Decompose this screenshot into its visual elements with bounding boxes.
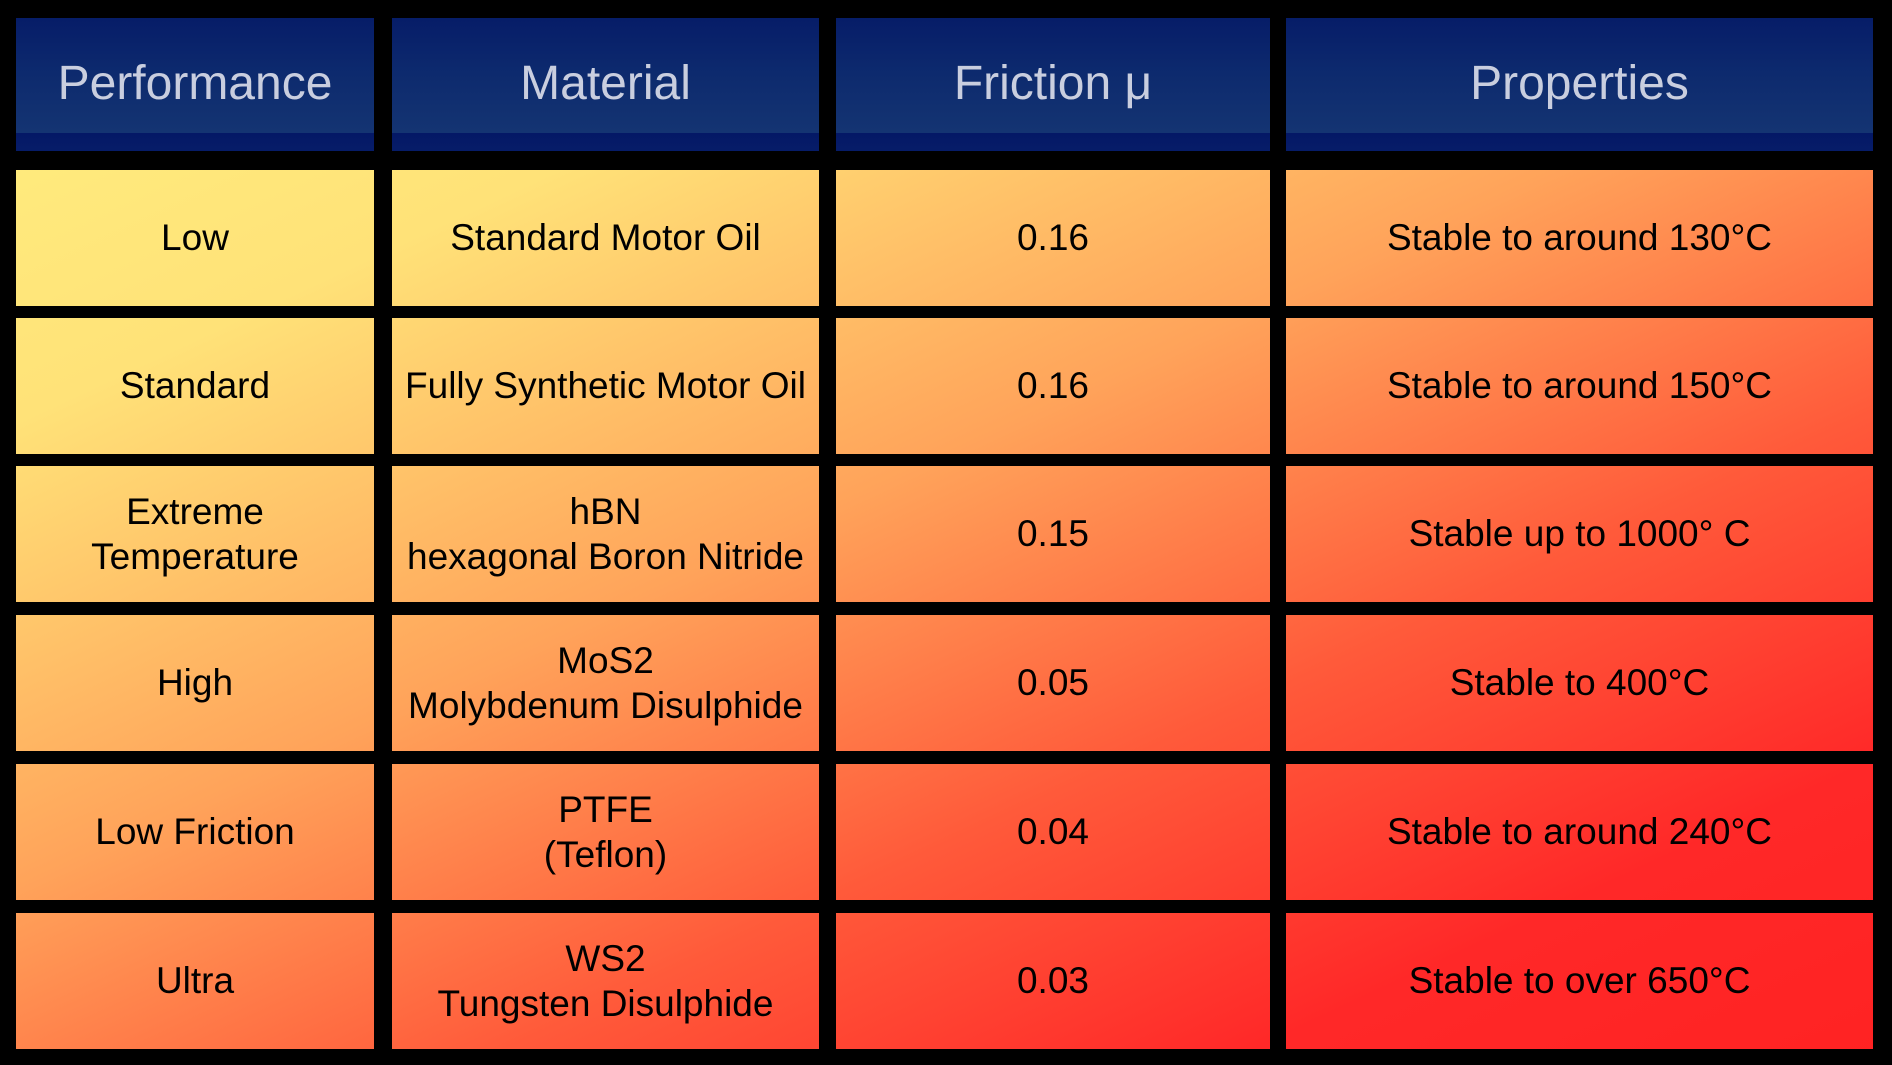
cell-text: 0.16 (1016, 217, 1089, 259)
cell-text: Stable to around 130°C (1386, 217, 1773, 259)
cell-text: Temperature (91, 536, 299, 577)
cell-material: Standard Motor Oil (392, 170, 819, 306)
cell-text: PTFE (558, 788, 653, 830)
header-performance: Performance (16, 18, 374, 151)
cell-material: Fully Synthetic Motor Oil (392, 318, 819, 454)
cell-text: 0.05 (1016, 662, 1089, 704)
header-label: Properties (1470, 57, 1689, 111)
cell-text: Stable to over 650°C (1408, 960, 1751, 1002)
cell-performance: Standard (16, 318, 374, 454)
cell-performance: Ultra (16, 913, 374, 1049)
cell-friction: 0.04 (836, 764, 1270, 900)
cell-properties: Stable to 400°C (1286, 615, 1873, 751)
cell-text: Tungsten Disulphide (437, 983, 774, 1024)
cell-properties: Stable to around 130°C (1286, 170, 1873, 306)
cell-friction: 0.16 (836, 318, 1270, 454)
cell-text: Stable to around 240°C (1386, 811, 1773, 853)
cell-material: WS2 Tungsten Disulphide (392, 913, 819, 1049)
cell-text: Stable to around 150°C (1386, 365, 1773, 407)
header-label: Material (520, 57, 691, 111)
cell-performance: Low Friction (16, 764, 374, 900)
cell-text: Ultra (155, 960, 235, 1002)
cell-text: Stable up to 1000° C (1408, 513, 1751, 555)
cell-material: hBN hexagonal Boron Nitride (392, 466, 819, 602)
cell-properties: Stable to around 150°C (1286, 318, 1873, 454)
cell-text: 0.15 (1016, 513, 1089, 555)
cell-text: Standard (119, 365, 271, 407)
cell-text: 0.03 (1016, 960, 1089, 1002)
cell-text: Low Friction (95, 811, 295, 853)
cell-properties: Stable up to 1000° C (1286, 466, 1873, 602)
cell-text: High (156, 662, 234, 704)
header-properties: Properties (1286, 18, 1873, 151)
cell-text: Extreme (126, 490, 264, 532)
cell-text: Low (161, 217, 229, 259)
cell-properties: Stable to around 240°C (1286, 764, 1873, 900)
cell-friction: 0.03 (836, 913, 1270, 1049)
cell-text: Stable to 400°C (1449, 662, 1710, 704)
cell-friction: 0.05 (836, 615, 1270, 751)
cell-material: MoS2 Molybdenum Disulphide (392, 615, 819, 751)
header-label: Friction μ (953, 57, 1153, 111)
cell-text: (Teflon) (543, 834, 668, 875)
header-label: Performance (57, 57, 333, 111)
header-friction: Friction μ (836, 18, 1270, 151)
cell-text: 0.04 (1016, 811, 1089, 853)
cell-performance: Low (16, 170, 374, 306)
cell-friction: 0.15 (836, 466, 1270, 602)
cell-material: PTFE (Teflon) (392, 764, 819, 900)
cell-text: Fully Synthetic Motor Oil (405, 365, 806, 407)
cell-performance: High (16, 615, 374, 751)
cell-text: MoS2 (557, 639, 654, 681)
cell-text: Standard Motor Oil (450, 217, 761, 259)
cell-text: hexagonal Boron Nitride (407, 536, 804, 577)
cell-text: 0.16 (1016, 365, 1089, 407)
cell-text: Molybdenum Disulphide (408, 685, 803, 726)
cell-text: WS2 (565, 937, 646, 979)
cell-friction: 0.16 (836, 170, 1270, 306)
cell-text: hBN (569, 490, 642, 532)
cell-properties: Stable to over 650°C (1286, 913, 1873, 1049)
header-material: Material (392, 18, 819, 151)
cell-performance: Extreme Temperature (16, 466, 374, 602)
